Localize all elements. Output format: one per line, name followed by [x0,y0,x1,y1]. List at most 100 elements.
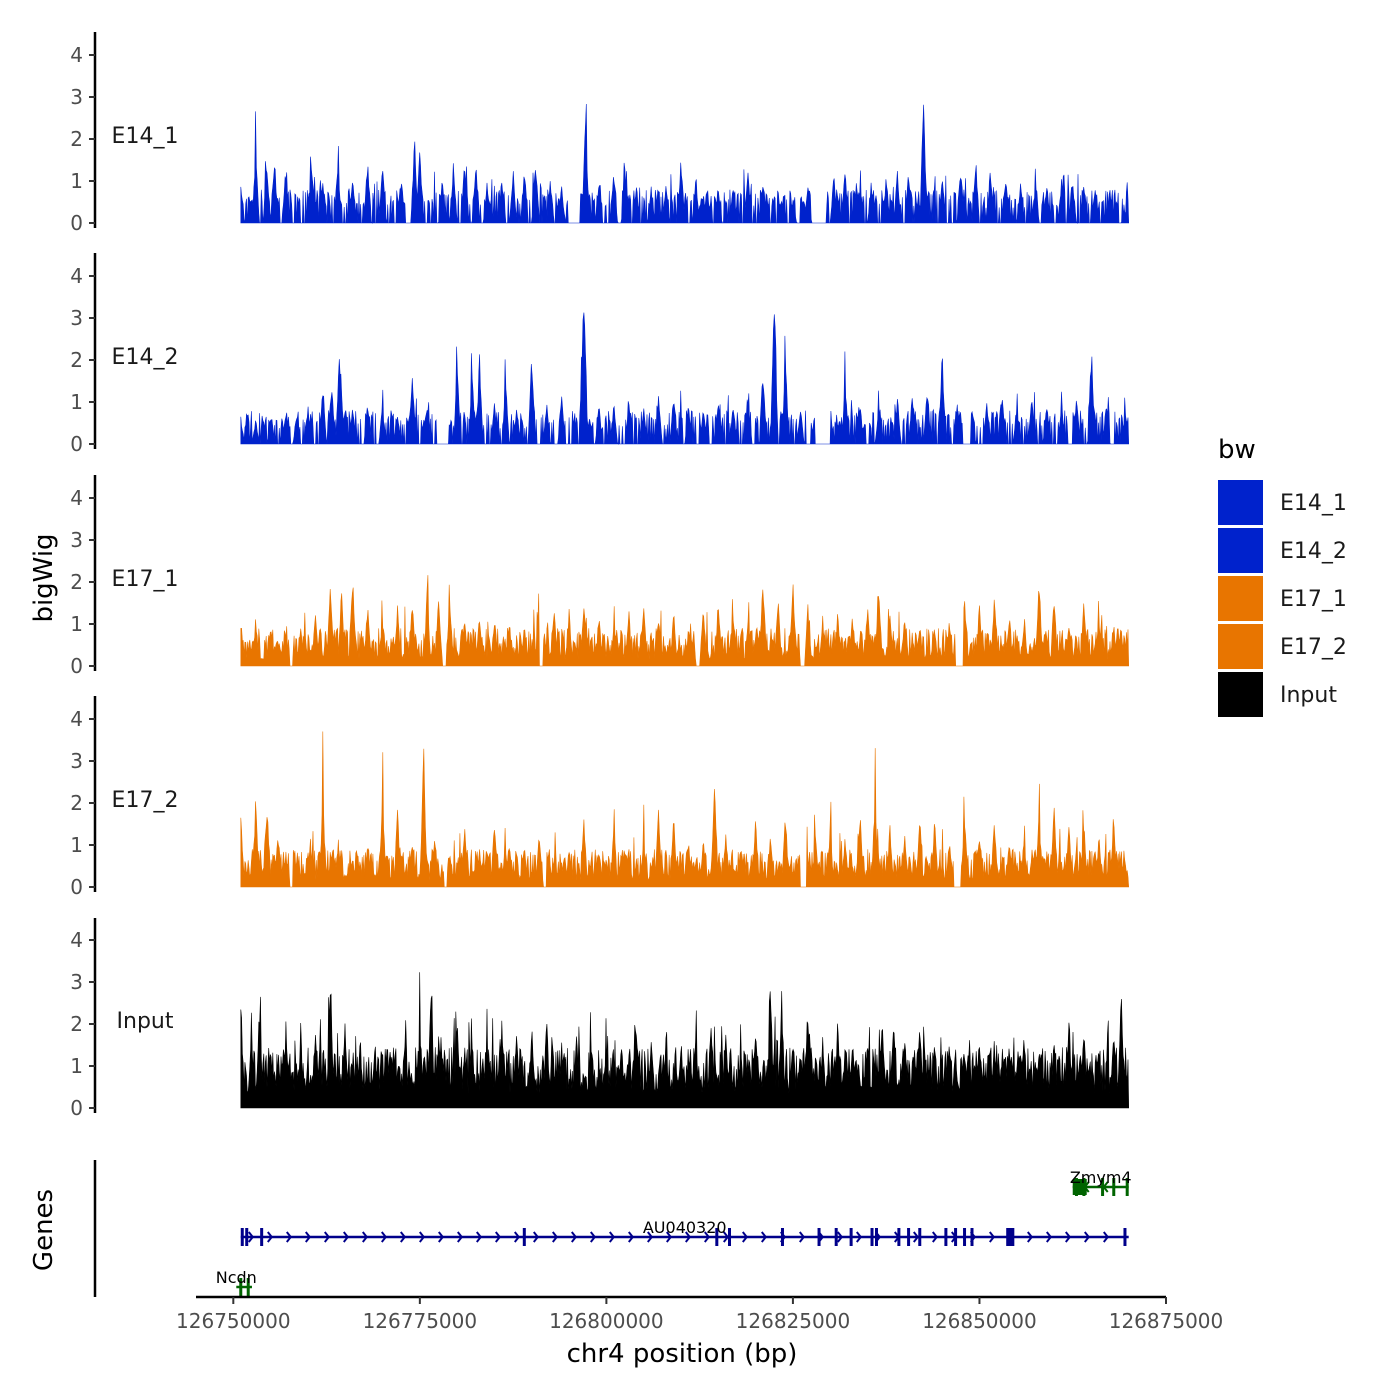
y-tick-label: 3 [70,85,83,109]
strand-chevron [1026,1231,1034,1243]
exon [944,1228,948,1246]
exon [780,1228,784,1246]
strand-chevron [684,1231,692,1243]
strand-chevron [494,1231,502,1243]
legend: bw E14_1 E14_2 E17_1 E17_2 Input [1218,435,1347,717]
genes-panel: Zmym4 AU040320 Ncdn [93,1160,1132,1297]
strand-chevron [722,1231,730,1243]
y-tick-label: 4 [70,486,83,510]
legend-label: Input [1280,683,1337,708]
gene-label: AU040320 [643,1218,727,1237]
strand-chevron [1102,1231,1110,1243]
strand-chevron [399,1231,407,1243]
strand-chevron [1045,1231,1053,1243]
track-label: E17_1 [112,567,179,592]
strand-chevron [912,1231,920,1243]
y-tick-label: 1 [70,612,83,636]
track-e14-2: 0 1 2 3 4 E14_2 [70,253,1130,456]
legend-label: E17_1 [1280,587,1347,612]
strand-chevron [570,1231,578,1243]
coverage-area-input [240,972,1130,1109]
y-tick-label: 0 [70,1096,83,1120]
exon [897,1228,901,1246]
legend-label: E14_2 [1280,539,1347,564]
exon [817,1228,821,1246]
exon [240,1228,244,1246]
y-tick-label: 3 [70,970,83,994]
x-tick-label: 126750000 [176,1309,291,1333]
x-tick-label: 126825000 [736,1309,851,1333]
exon [1006,1228,1015,1246]
exon [1125,1178,1129,1196]
exon [246,1278,250,1296]
y-tick-label: 2 [70,791,83,815]
x-tick-label: 126875000 [1109,1309,1224,1333]
strand-chevron [285,1231,293,1243]
strand-chevron [703,1231,711,1243]
exon [907,1228,911,1246]
exon [728,1228,731,1246]
coverage-area-e17-2 [240,731,1130,888]
strand-chevron [665,1231,673,1243]
exon [1072,1179,1087,1195]
strand-chevron [798,1231,806,1243]
y-tick-label: 0 [70,875,83,899]
strand-chevron [1083,1231,1091,1243]
strand-chevron [513,1231,521,1243]
x-tick-label: 126800000 [549,1309,664,1333]
strand-chevron [855,1231,863,1243]
strand-chevron [741,1231,749,1243]
exon [954,1228,958,1246]
coverage-tracks: 0 1 2 3 4 E14_1 0 1 2 3 4 E14_2 0 1 2 3 4 E17_1 0 1 2 3 4 E17_2… [70,32,1130,1120]
exon [260,1228,264,1246]
track-e17-1: 0 1 2 3 4 E17_1 [70,475,1130,678]
strand-chevron [323,1231,331,1243]
x-axis-title: chr4 position (bp) [567,1339,798,1369]
exon [522,1228,526,1246]
strand-chevron [608,1231,616,1243]
track-e14-1: 0 1 2 3 4 E14_1 [70,32,1130,235]
y-tick-label: 2 [70,1012,83,1036]
strand-chevron [627,1231,635,1243]
coverage-area-e17-1 [240,575,1130,667]
exon [1123,1228,1127,1246]
y-tick-label: 1 [70,833,83,857]
exon [874,1228,878,1246]
legend-swatch [1218,672,1263,717]
x-tick-label: 126850000 [922,1309,1037,1333]
track-label: E14_2 [112,345,179,370]
strand-chevron [931,1231,939,1243]
strand-chevron [532,1231,540,1243]
legend-swatch [1218,480,1263,525]
coverage-area-e14-2 [240,312,1130,445]
x-tick-label: 126775000 [363,1309,478,1333]
strand-chevron [589,1231,597,1243]
strand-chevron [988,1231,996,1243]
exon [1101,1178,1105,1196]
y-tick-label: 0 [70,654,83,678]
track-e17-2: 0 1 2 3 4 E17_2 [70,696,1130,899]
strand-chevron [418,1231,426,1243]
y-tick-label: 4 [70,928,83,952]
strand-chevron [380,1231,388,1243]
exon [870,1228,874,1246]
strand-chevron [437,1231,445,1243]
y-tick-label: 4 [70,43,83,67]
strand-chevron [760,1231,768,1243]
y-tick-label: 1 [70,1054,83,1078]
y-tick-label: 1 [70,169,83,193]
y-tick-label: 2 [70,348,83,372]
strand-chevron [361,1231,369,1243]
strand-chevron [836,1231,844,1243]
gene-au040320: AU040320 [240,1218,1129,1246]
legend-title: bw [1218,435,1256,465]
gene-ncdn: Ncdn [216,1268,257,1296]
strand-chevron [304,1231,312,1243]
y-tick-label: 3 [70,749,83,773]
legend-swatch [1218,576,1263,621]
y-tick-label: 2 [70,570,83,594]
exon [849,1228,853,1246]
y-tick-label: 3 [70,528,83,552]
y-tick-label: 0 [70,211,83,235]
exon [245,1228,249,1246]
